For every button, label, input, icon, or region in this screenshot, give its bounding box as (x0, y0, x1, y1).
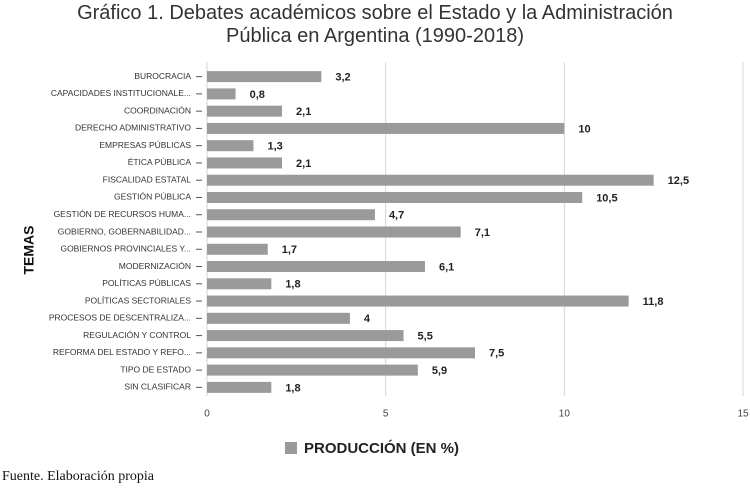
bar (207, 243, 268, 255)
y-tick-label: REFORMA DEL ESTADO Y REFO... (53, 347, 191, 357)
y-tick-label: TIPO DE ESTADO (120, 364, 191, 374)
y-tick-label: GESTIÓN PÚBLICA (114, 192, 191, 202)
x-tick-label: 0 (204, 409, 210, 420)
value-label: 4,7 (389, 210, 404, 222)
value-label: 2,1 (296, 106, 311, 118)
y-tick-label: POLÍTICAS PÚBLICAS (102, 278, 191, 288)
value-label: 1,3 (267, 141, 282, 153)
x-tick-label: 5 (383, 409, 389, 420)
value-label: 12,5 (668, 175, 689, 187)
bar (207, 312, 350, 324)
source: Fuente. Elaboración propia (2, 469, 155, 484)
value-label: 4 (364, 313, 371, 325)
value-label: 10 (578, 123, 590, 135)
value-label: 1,8 (285, 382, 300, 394)
value-label: 5,5 (418, 330, 433, 342)
y-tick-label: PROCESOS DE DESCENTRALIZA... (49, 313, 191, 323)
bar (207, 71, 322, 83)
bar (207, 364, 418, 376)
y-tick-label: SIN CLASIFICAR (124, 382, 191, 392)
bar (207, 295, 629, 307)
y-tick-label: EMPRESAS PÚBLICAS (99, 140, 191, 150)
value-label: 1,7 (282, 244, 297, 256)
y-tick-label: DERECHO ADMINISTRATIVO (75, 123, 191, 133)
value-label: 7,1 (475, 227, 490, 239)
bar (207, 174, 654, 186)
value-label: 10,5 (596, 192, 617, 204)
title-box: Gráfico 1. Debates académicos sobre el E… (0, 2, 750, 48)
bar (207, 381, 272, 393)
x-tick-label: 15 (737, 409, 749, 420)
value-label: 2,1 (296, 158, 311, 170)
bar (207, 226, 461, 238)
y-tick-label: GOBIERNO, GOBERNABILIDAD... (58, 226, 191, 236)
bar (207, 105, 283, 117)
y-tick-label: REGULACIÓN Y CONTROL (83, 330, 191, 340)
value-label: 3,2 (335, 72, 350, 84)
bar (207, 88, 236, 100)
bar (207, 122, 565, 134)
chart-title: Gráfico 1. Debates académicos sobre el E… (77, 2, 673, 47)
y-tick-label: GOBIERNOS PROVINCIALES Y... (60, 244, 191, 254)
value-label: 1,8 (285, 279, 300, 291)
y-tick-label: CAPACIDADES INSTITUCIONALE... (51, 88, 191, 98)
value-label: 0,8 (250, 89, 265, 101)
x-tick-label: 10 (559, 409, 571, 420)
bar (207, 330, 404, 342)
bar (207, 347, 475, 359)
bar (207, 209, 375, 221)
legend-swatch (285, 442, 297, 454)
bar (207, 261, 425, 273)
y-tick-label: GESTIÓN DE RECURSOS HUMA... (54, 209, 191, 219)
y-tick-label: MODERNIZACIÓN (119, 261, 191, 271)
y-tick-label: BUROCRACIA (134, 71, 191, 81)
y-tick-label: COORDINACIÓN (124, 105, 191, 115)
legend-label: PRODUCCIÓN (EN %) (304, 439, 459, 457)
value-label: 6,1 (439, 261, 454, 273)
value-label: 7,5 (489, 348, 504, 360)
value-label: 5,9 (432, 365, 447, 377)
bar (207, 278, 272, 290)
bar (207, 157, 283, 169)
y-tick-label: ÉTICA PÚBLICA (128, 157, 192, 167)
y-tick-label: POLÍTICAS SECTORIALES (85, 295, 191, 305)
y-tick-label: FISCALIDAD ESTATAL (103, 174, 192, 184)
value-label: 11,8 (643, 296, 664, 308)
bar (207, 140, 254, 152)
y-axis-label: TEMAS (21, 226, 37, 275)
bar (207, 191, 583, 203)
chart: TEMAS 0 5 10 15 BUROCRACIA CAPACIDADES INSTIT… (21, 62, 749, 457)
